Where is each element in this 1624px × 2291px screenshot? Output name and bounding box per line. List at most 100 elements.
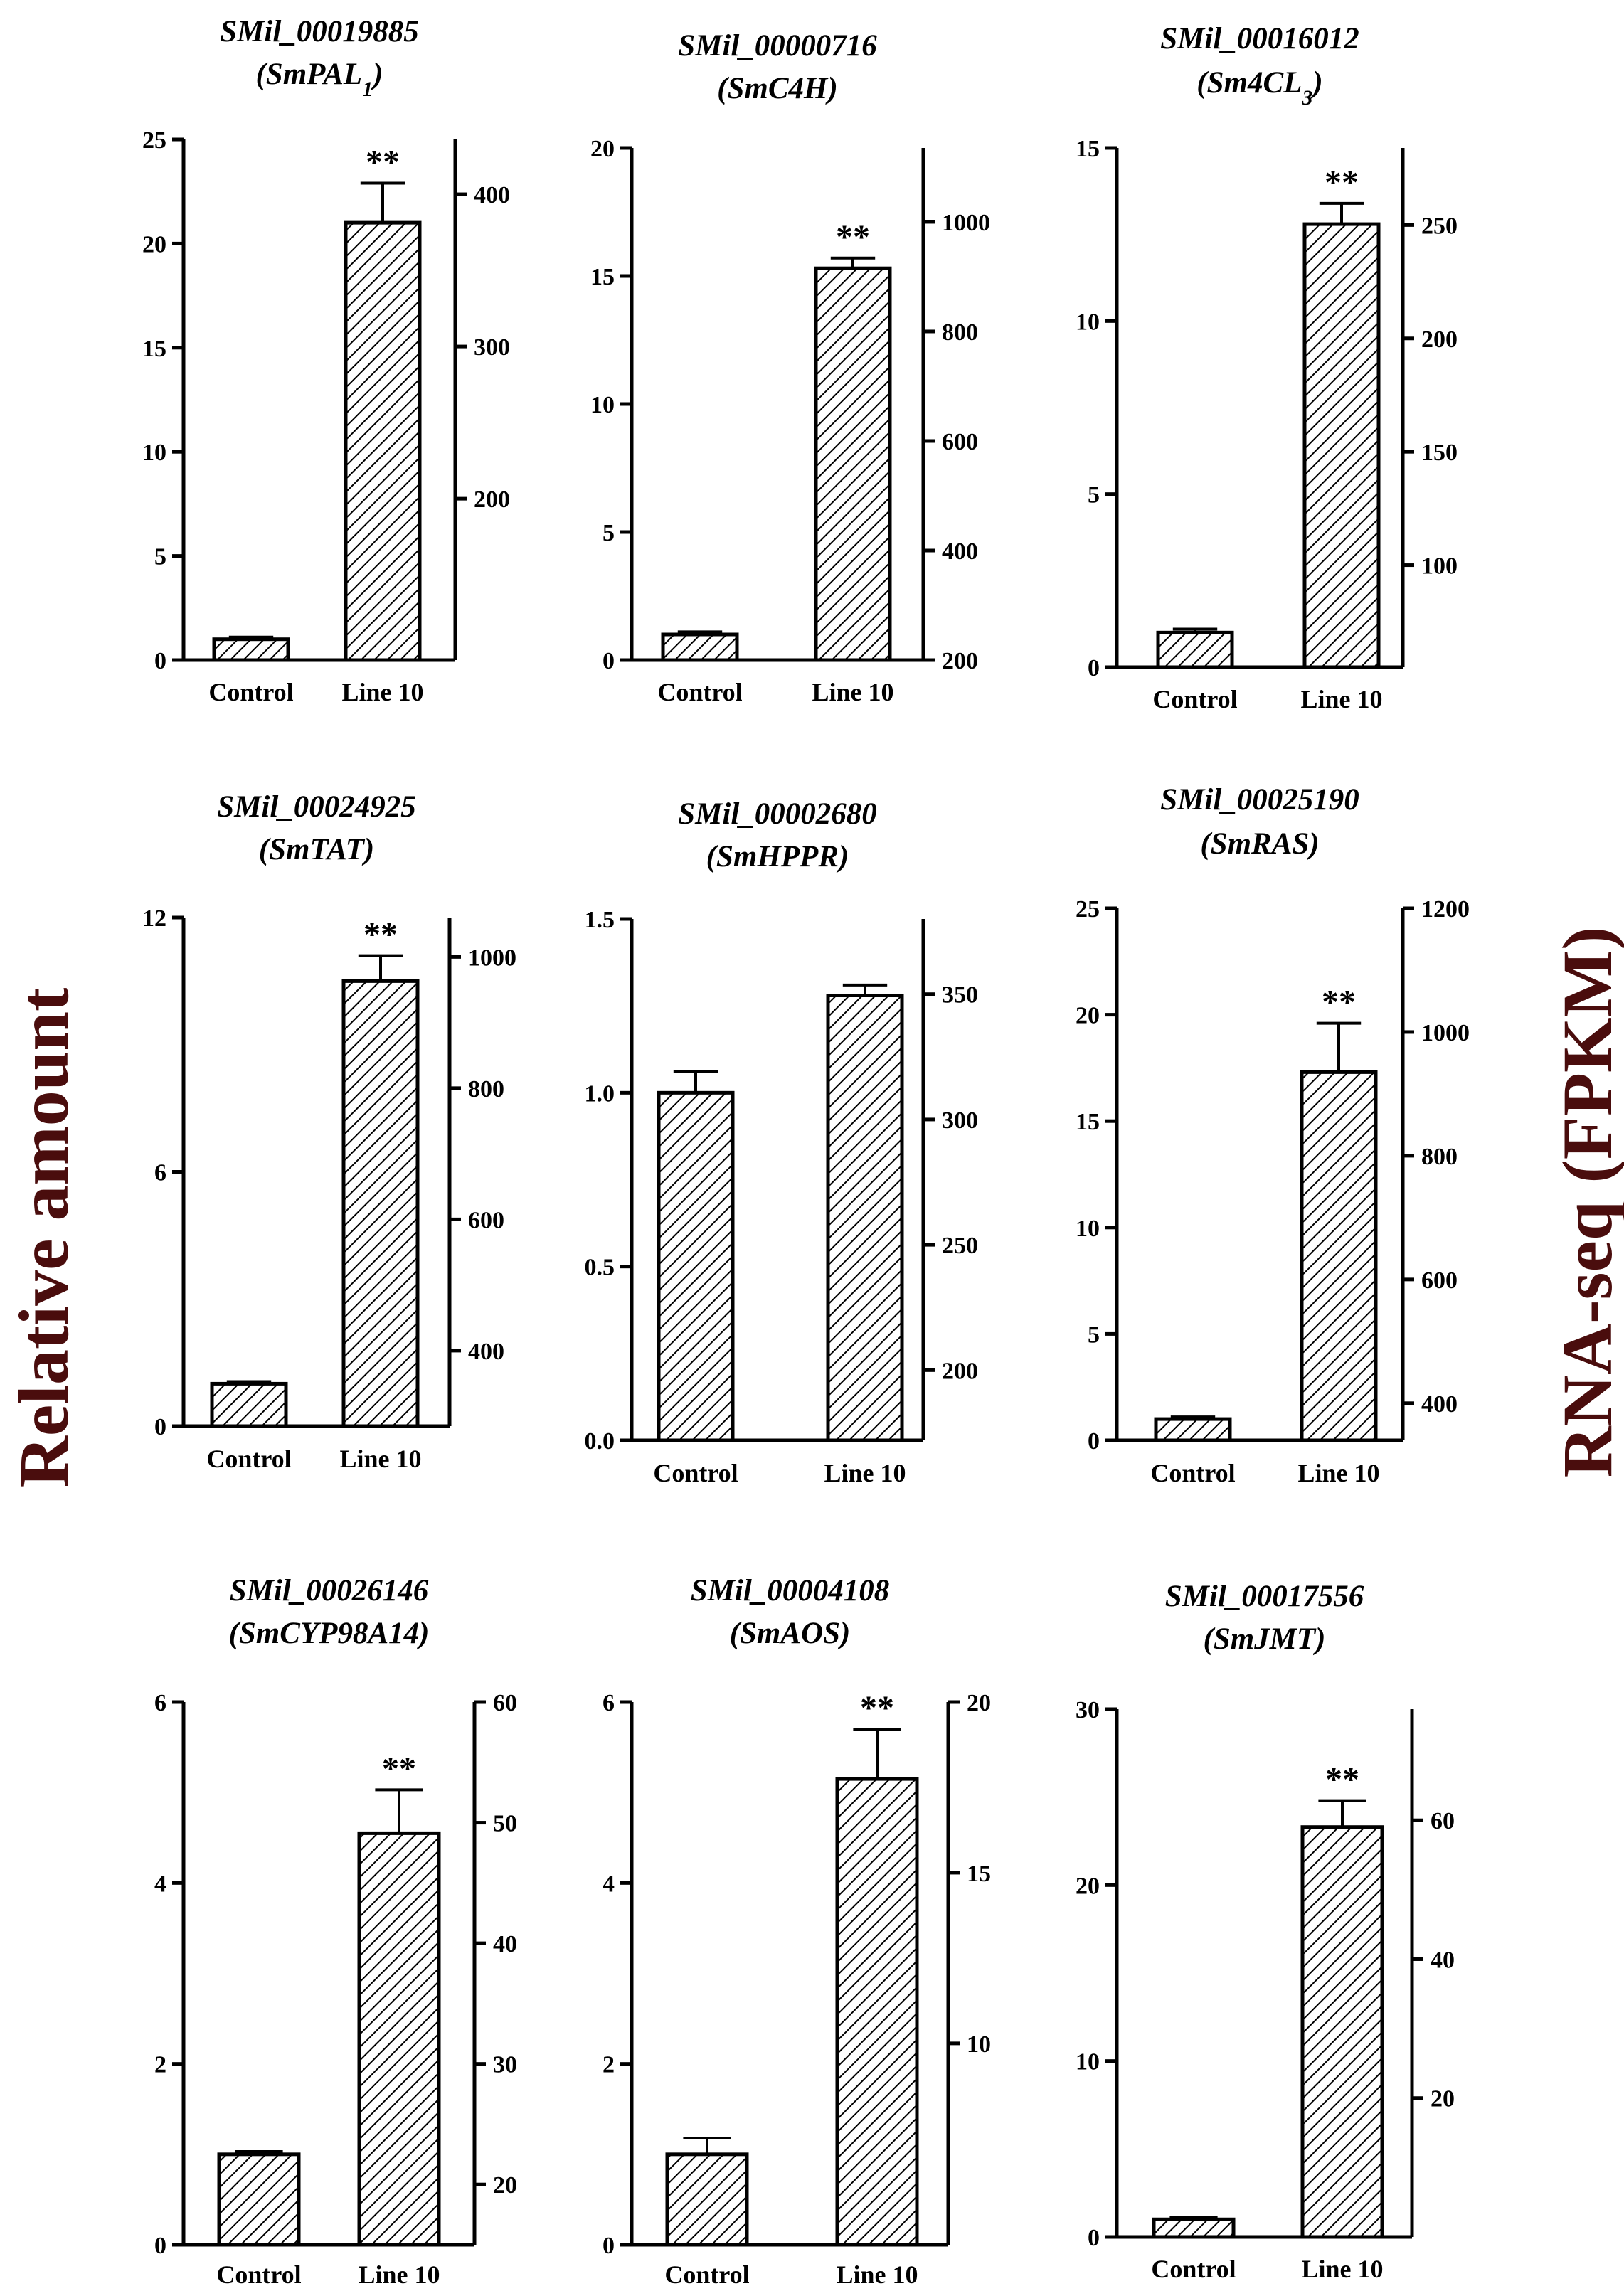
chart-title: SMil_00004108 [691, 1574, 890, 1607]
bar-control [665, 2152, 749, 2247]
left-tick-label: 1.5 [585, 907, 615, 933]
subtitle-main: (SmAOS) [730, 1617, 851, 1650]
category-label: Control [653, 1459, 738, 1487]
subtitle-close: ) [370, 58, 383, 91]
right-tick-label: 60 [1431, 1808, 1455, 1834]
subtitle-main: (SmRAS) [1200, 827, 1319, 861]
category-label: Control [216, 2260, 301, 2287]
chart-subtitle: (SmTAT) [259, 833, 374, 866]
bar-line-10 [341, 979, 420, 1428]
left-tick-label: 25 [1076, 896, 1100, 923]
chart-panels: SMil_00019885(SmPAL1)0510152025200300400… [142, 15, 1470, 2289]
left-tick-label: 6 [154, 1160, 166, 1186]
left-tick-label: 4 [603, 1871, 615, 1897]
chart-subtitle: (SmHPPR) [706, 840, 849, 873]
subtitle-main: (SmTAT) [259, 833, 374, 866]
subtitle-close: ) [1310, 66, 1322, 100]
bar-control [210, 1381, 288, 1428]
right-tick-label: 20 [967, 1690, 991, 1716]
bar-control [1154, 1417, 1232, 1442]
left-tick-label: 10 [1076, 2049, 1100, 2075]
chart-title: SMil_00016012 [1160, 22, 1359, 55]
chart-title: SMil_00000716 [678, 29, 877, 63]
chart-title: SMil_00019885 [220, 15, 419, 48]
chart-panel-6: SMil_00025190 (SmRAS) 0 5 10 15 20 25 400 600 800 1… [1076, 783, 1470, 1487]
left-tick-label: 20 [1076, 1003, 1100, 1029]
left-tick-label: 2 [603, 2052, 615, 2078]
left-tick-label: 0 [154, 2233, 166, 2259]
category-label: Line 10 [836, 2260, 918, 2287]
subtitle-main: (SmPAL [255, 58, 362, 91]
right-tick-label: 20 [493, 2172, 517, 2199]
bar-line-10 [1300, 1070, 1378, 1442]
subtitle-main: (SmCYP98A14) [229, 1617, 430, 1650]
left-tick-label: 15 [1076, 1109, 1100, 1135]
significance-mark: ** [1325, 164, 1359, 201]
chart-title: SMil_00002680 [678, 797, 877, 831]
right-tick-label: 200 [1421, 326, 1458, 353]
right-tick-label: 1200 [1421, 896, 1470, 923]
chart-panel-7: SMil_00026146 (SmCYP98A14) 0 2 4 6 20 30 40 50 60 C… [154, 1574, 517, 2289]
left-tick-label: 0 [1088, 1428, 1100, 1455]
category-label: Line 10 [358, 2260, 440, 2287]
subtitle-subscript: 3 [1301, 86, 1312, 110]
bar-control [1156, 630, 1234, 669]
right-tick-label: 400 [942, 538, 978, 565]
subtitle-main: (Sm4CL [1196, 66, 1302, 100]
right-tick-label: 600 [468, 1207, 504, 1233]
bar-control [212, 637, 290, 662]
category-label: Control [208, 678, 293, 706]
category-label: Control [1152, 685, 1237, 713]
left-tick-label: 0 [154, 648, 166, 674]
y-axis-label-rna-seq: RNA-seq (FPKM) [1548, 927, 1624, 1478]
right-tick-label: 400 [468, 1339, 504, 1365]
right-tick-label: 400 [1421, 1391, 1458, 1418]
left-tick-label: 2 [154, 2052, 166, 2078]
left-tick-label: 0 [603, 648, 615, 674]
right-tick-label: 800 [942, 319, 978, 346]
left-tick-label: 0.0 [585, 1428, 615, 1455]
significance-mark: ** [1322, 984, 1356, 1021]
bar-line-10 [826, 994, 904, 1442]
right-tick-label: 350 [942, 982, 978, 1009]
chart-title: SMil_00026146 [230, 1574, 429, 1607]
category-label: Line 10 [1301, 2255, 1383, 2283]
category-label: Line 10 [812, 678, 893, 706]
right-tick-label: 10 [967, 2031, 991, 2058]
left-tick-label: 0 [603, 2233, 615, 2259]
chart-subtitle: (SmPAL1) [255, 58, 383, 101]
left-tick-label: 10 [590, 392, 615, 418]
subtitle-main: (SmHPPR) [706, 840, 849, 873]
chart-subtitle: (Sm4CL3) [1196, 66, 1322, 110]
significance-mark: ** [366, 143, 400, 181]
category-label: Line 10 [339, 1445, 421, 1473]
significance-mark: ** [363, 916, 398, 954]
left-tick-label: 30 [1076, 1697, 1100, 1723]
right-tick-label: 60 [493, 1690, 517, 1716]
right-tick-label: 50 [493, 1811, 517, 1837]
category-label: Line 10 [824, 1459, 906, 1487]
left-tick-label: 10 [142, 440, 166, 466]
left-tick-label: 10 [1076, 1216, 1100, 1242]
left-tick-label: 15 [142, 336, 166, 362]
chart-panel-8: SMil_00004108 (SmAOS) 0 2 4 6 10 15 20 Control ** L… [603, 1574, 991, 2289]
left-tick-label: 20 [1076, 1873, 1100, 1899]
subtitle-subscript: 1 [362, 78, 373, 101]
category-label: Control [1150, 1459, 1235, 1487]
right-tick-label: 40 [493, 1931, 517, 1957]
right-tick-label: 100 [1421, 553, 1458, 580]
right-tick-label: 1000 [468, 945, 516, 971]
left-tick-label: 5 [154, 544, 166, 570]
chart-subtitle: (SmCYP98A14) [229, 1617, 430, 1650]
chart-title: SMil_00025190 [1160, 783, 1359, 817]
category-label: Control [657, 678, 742, 706]
chart-subtitle: (SmJMT) [1204, 1622, 1326, 1656]
subtitle-main: (SmJMT) [1204, 1622, 1326, 1656]
bar-line-10 [357, 1831, 441, 2247]
left-tick-label: 1.0 [585, 1080, 615, 1107]
right-tick-label: 1000 [1421, 1020, 1470, 1046]
left-tick-label: 5 [603, 520, 615, 546]
right-tick-label: 1000 [942, 210, 990, 236]
category-label: Line 10 [1297, 1459, 1379, 1487]
